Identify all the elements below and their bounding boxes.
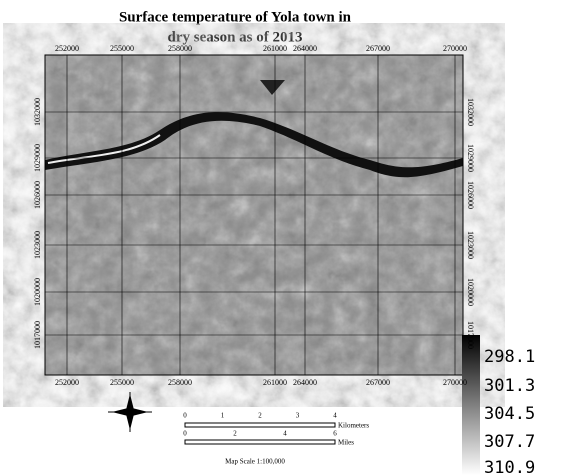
scale-tick: 3 [296, 412, 300, 420]
map-image [45, 55, 463, 375]
easting-label: 261000 [263, 378, 287, 387]
legend-value: 304.5 [484, 404, 535, 424]
northing-label: 1032000 [466, 98, 475, 126]
easting-label: 270000 [443, 44, 467, 53]
scale-unit: Kilometers [338, 422, 369, 430]
scale-tick: 6 [333, 430, 337, 438]
map-page: Surface temperature of Yola town in dry … [0, 0, 565, 475]
easting-label: 255000 [110, 378, 134, 387]
easting-label: 258000 [168, 378, 192, 387]
scale-bar [185, 423, 335, 444]
legend-value: 310.9 [484, 458, 535, 475]
scale-tick: 2 [233, 430, 237, 438]
easting-label: 267000 [366, 44, 390, 53]
easting-label: 255000 [110, 44, 134, 53]
easting-label: 264000 [293, 378, 317, 387]
scale-unit: Miles [338, 439, 354, 447]
scale-tick: 1 [221, 412, 225, 420]
scale-text: Map Scale 1:100,000 [225, 458, 285, 466]
easting-label: 270000 [443, 378, 467, 387]
north-arrow [108, 392, 152, 432]
northing-label: 1026000 [33, 181, 42, 209]
easting-label: 267000 [366, 378, 390, 387]
scale-tick: 4 [333, 412, 337, 420]
northing-label: 1029000 [33, 144, 42, 172]
scale-tick: 4 [283, 430, 287, 438]
scale-tick: 2 [258, 412, 262, 420]
northing-label: 1023000 [33, 231, 42, 259]
northing-label: 1032000 [33, 98, 42, 126]
legend-value: 298.1 [484, 347, 535, 367]
northing-label: 1026000 [466, 181, 475, 209]
easting-label: 258000 [168, 44, 192, 53]
northing-label: 1023000 [466, 231, 475, 259]
northing-label: 1017000 [466, 321, 475, 349]
northing-label: 1020000 [466, 278, 475, 306]
northing-label: 1020000 [33, 278, 42, 306]
scale-tick: 0 [183, 412, 187, 420]
easting-label: 252000 [55, 44, 79, 53]
northing-label: 1029000 [466, 144, 475, 172]
title-line: Surface temperature of Yola town in [119, 9, 352, 25]
easting-label: 261000 [263, 44, 287, 53]
scale-tick: 0 [183, 430, 187, 438]
legend-value: 301.3 [484, 376, 535, 396]
northing-label: 1017000 [33, 321, 42, 349]
legend-value: 307.7 [484, 432, 535, 452]
easting-label: 252000 [55, 378, 79, 387]
easting-label: 264000 [293, 44, 317, 53]
color-ramp [462, 335, 480, 475]
